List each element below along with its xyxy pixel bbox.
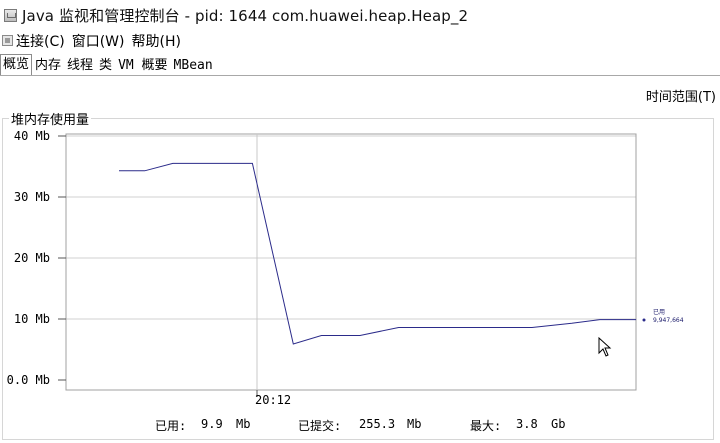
used-unit: Mb: [236, 417, 251, 431]
panel-title: 堆内存使用量: [9, 109, 92, 128]
tab-threads[interactable]: 线程: [67, 58, 94, 73]
window-menu-icon[interactable]: [2, 35, 13, 46]
java-console-icon: [4, 8, 17, 22]
y-tick-label: 40 Mb: [14, 129, 50, 143]
committed-label: 已提交:: [298, 419, 342, 433]
x-tick-label: 20:12: [255, 393, 291, 407]
committed-value: 255.3: [359, 417, 396, 431]
tab-overview[interactable]: 概览: [0, 54, 33, 75]
plot-area: [65, 133, 637, 391]
menu-window[interactable]: 窗口(W): [71, 33, 125, 50]
series-line-used: [119, 162, 637, 345]
chart-grid: [66, 135, 636, 320]
max-label: 最大:: [470, 419, 502, 433]
series-end-marker: [642, 318, 646, 322]
y-tick-label: 0.0 Mb: [7, 373, 50, 387]
used-value: 9.9: [201, 417, 223, 431]
used-label: 已用:: [155, 419, 187, 433]
tab-classes[interactable]: 类: [99, 58, 113, 73]
window-titlebar: Java 监视和管理控制台 - pid: 1644 com.huawei.hea…: [0, 0, 720, 30]
legend-label: 已用: [653, 309, 665, 316]
max-value: 3.8: [516, 417, 538, 431]
mouse-cursor-icon: [598, 337, 612, 357]
tab-mbeans[interactable]: MBean: [173, 58, 213, 73]
y-tick-label: 10 Mb: [14, 312, 50, 326]
tab-memory[interactable]: 内存: [35, 58, 62, 73]
window-title: Java 监视和管理控制台 - pid: 1644 com.huawei.hea…: [22, 6, 469, 25]
tab-bar: 概览 内存 线程 类 VM 概要 MBean: [0, 54, 720, 76]
x-axis-ticks: 20:12: [255, 390, 291, 407]
max-unit: Gb: [551, 417, 566, 431]
committed-unit: Mb: [407, 417, 422, 431]
legend-value: 9,947,664: [653, 317, 684, 324]
menu-connection[interactable]: 连接(C): [16, 33, 65, 50]
time-range-selector[interactable]: 时间范围(T): [645, 90, 716, 105]
tab-vm-summary[interactable]: VM 概要: [118, 58, 168, 73]
y-axis-ticks: 0.0 Mb 10 Mb 20 Mb 30 Mb 40 Mb: [7, 129, 66, 387]
y-tick-label: 30 Mb: [14, 190, 50, 204]
heap-memory-panel: [2, 118, 714, 440]
menu-bar: 连接(C) 窗口(W) 帮助(H): [0, 30, 720, 51]
y-tick-label: 20 Mb: [14, 251, 50, 265]
menu-help[interactable]: 帮助(H): [131, 33, 181, 50]
